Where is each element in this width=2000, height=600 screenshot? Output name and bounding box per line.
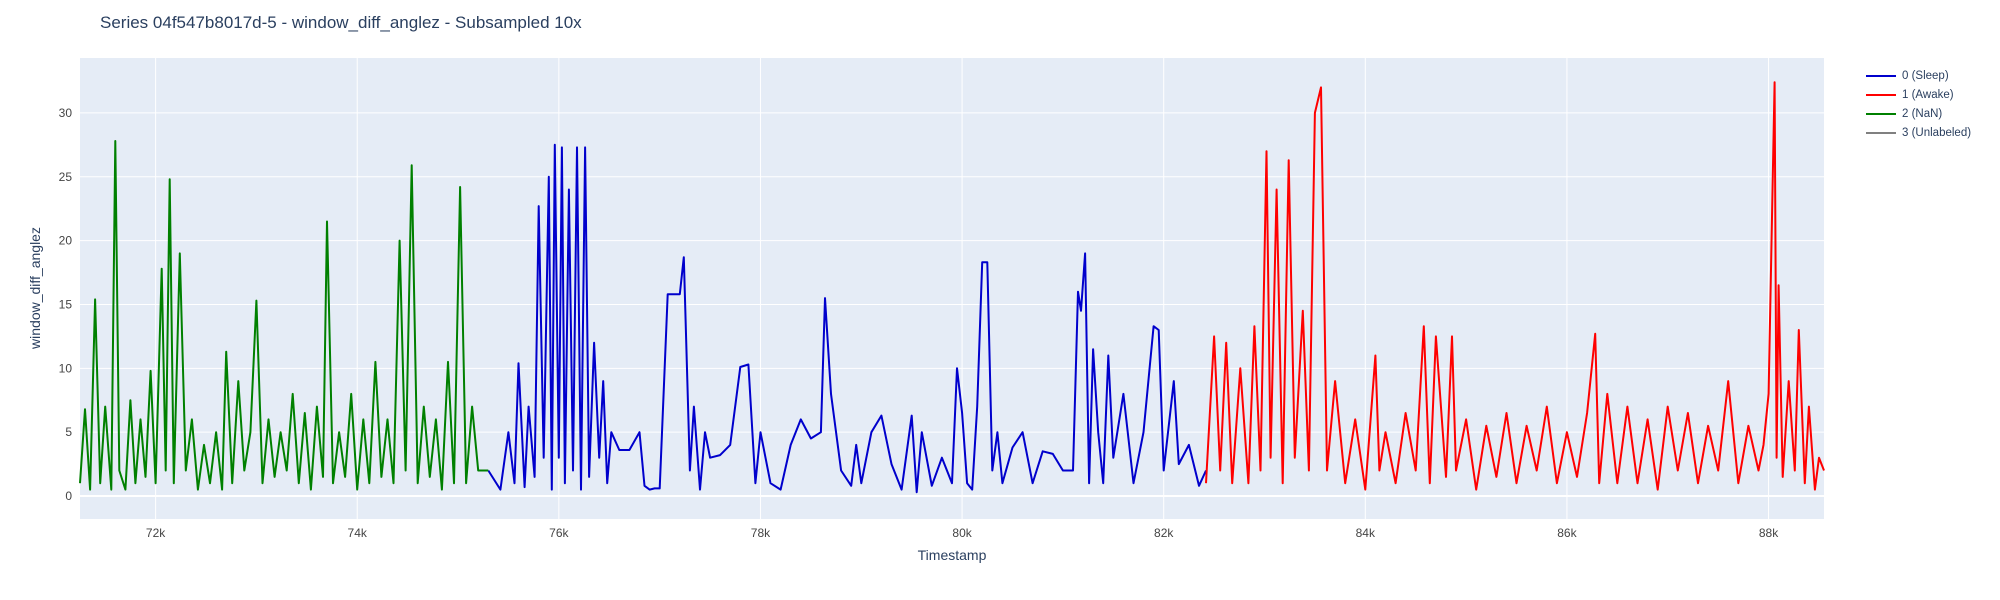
- x-tick-label: 76k: [549, 526, 569, 540]
- legend-item[interactable]: 2 (NaN): [1866, 104, 1971, 123]
- y-tick-label: 15: [59, 297, 73, 311]
- legend-swatch: [1866, 131, 1896, 134]
- legend-swatch: [1866, 93, 1896, 96]
- legend-item[interactable]: 0 (Sleep): [1866, 66, 1971, 85]
- y-axis-title: window_diff_anglez: [27, 227, 43, 350]
- x-tick-labels: 72k 74k 76k 78k 80k 82k 84k 86k 88k: [146, 526, 1779, 540]
- series-line[interactable]: [487, 143, 1207, 494]
- chart-title: Series 04f547b8017d-5 - window_diff_angl…: [100, 13, 582, 32]
- legend-label: 1 (Awake): [1902, 88, 1954, 101]
- legend-item[interactable]: 1 (Awake): [1866, 85, 1971, 104]
- legend-label: 0 (Sleep): [1902, 69, 1949, 82]
- legend-label: 2 (NaN): [1902, 107, 1943, 120]
- legend-item[interactable]: 3 (Unlabeled): [1866, 123, 1971, 142]
- y-tick-label: 10: [59, 361, 73, 375]
- y-tick-labels: 0 5 10 15 20 25 30: [59, 106, 73, 503]
- series-lines[interactable]: [79, 81, 1825, 494]
- y-gridlines: [80, 112, 1824, 498]
- x-tick-label: 82k: [1154, 526, 1174, 540]
- y-tick-label: 0: [65, 489, 72, 503]
- x-tick-label: 84k: [1356, 526, 1376, 540]
- legend-swatch: [1866, 74, 1896, 77]
- x-tick-label: 78k: [751, 526, 771, 540]
- legend-label: 3 (Unlabeled): [1902, 126, 1972, 139]
- y-tick-label: 5: [65, 425, 72, 439]
- x-gridlines: [155, 58, 1770, 519]
- x-axis-title: Timestamp: [918, 547, 987, 563]
- series-line[interactable]: [79, 140, 489, 491]
- y-tick-label: 30: [59, 106, 73, 120]
- legend: 0 (Sleep) 1 (Awake) 2 (NaN) 3 (Unlabeled): [1866, 66, 1971, 142]
- series-line[interactable]: [1205, 81, 1825, 491]
- y-tick-label: 20: [59, 234, 73, 248]
- x-tick-label: 80k: [952, 526, 972, 540]
- x-tick-label: 72k: [146, 526, 166, 540]
- y-tick-label: 25: [59, 170, 73, 184]
- x-tick-label: 88k: [1759, 526, 1779, 540]
- x-tick-label: 74k: [348, 526, 368, 540]
- x-tick-label: 86k: [1557, 526, 1577, 540]
- legend-swatch: [1866, 112, 1896, 115]
